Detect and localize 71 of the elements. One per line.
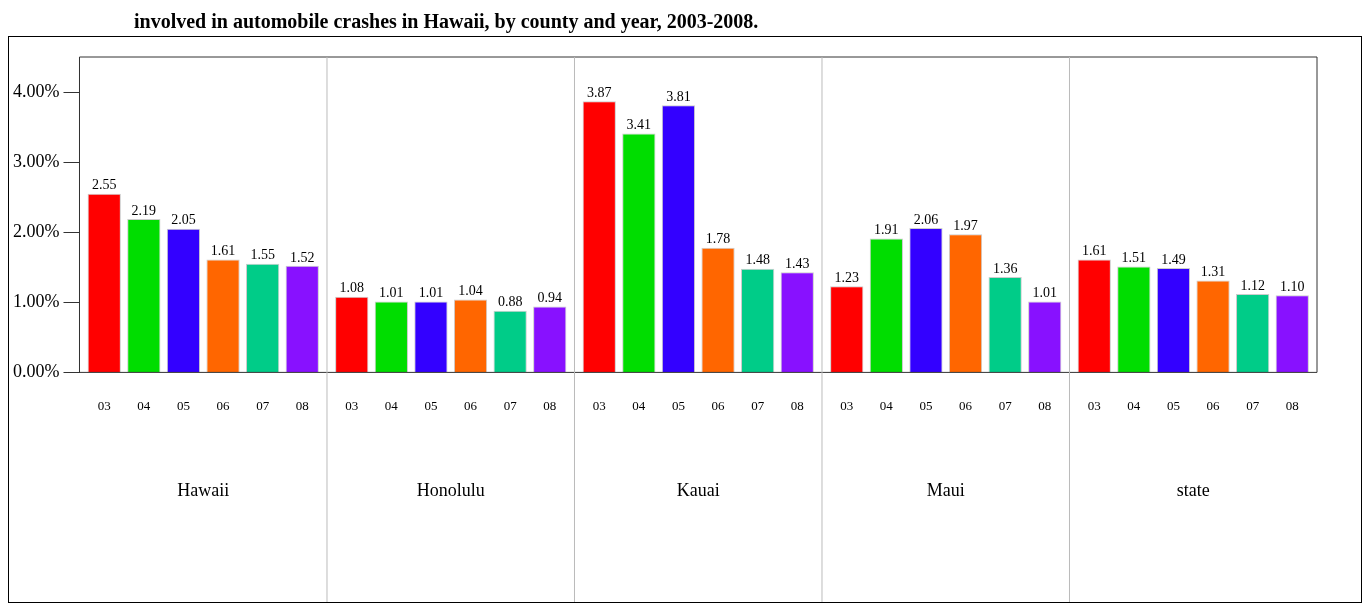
text: 03	[840, 397, 854, 413]
data-label: 1.31	[1200, 264, 1226, 280]
y-tick-label: 3.00%	[12, 150, 60, 171]
text: 05	[1166, 397, 1180, 413]
data-label: 2.55	[91, 177, 117, 193]
data-label: 2.05	[171, 212, 196, 228]
text: 04	[384, 397, 398, 413]
series-label: 06	[216, 397, 231, 413]
text: 06	[959, 397, 973, 413]
series-label: 03	[97, 397, 111, 413]
text: 05	[424, 397, 438, 413]
data-label: 2.19	[131, 202, 157, 218]
text: 04	[1127, 397, 1141, 413]
series-label: 07	[256, 397, 270, 413]
data-label: 1.01	[379, 285, 404, 301]
x-tick-label: Honolulu	[416, 479, 485, 500]
data-label: 1.01	[418, 285, 444, 301]
text: 05	[919, 397, 933, 413]
data-label: 1.43	[785, 255, 810, 271]
data-label: 1.52	[290, 249, 315, 265]
data-label: 1.01	[1032, 285, 1057, 301]
text: 08	[790, 397, 804, 413]
text: 07	[751, 397, 765, 413]
data-label: 1.23	[834, 269, 859, 285]
text: 07	[503, 397, 517, 413]
text: 03	[1087, 397, 1101, 413]
x-tick-label: state	[1176, 479, 1210, 500]
data-label: 1.91	[874, 222, 899, 238]
text: 08	[1285, 397, 1299, 413]
y-tick-label: 2.00%	[12, 220, 60, 241]
data-label: 1.36	[992, 260, 1018, 276]
text: 07	[1246, 397, 1260, 413]
data-label: 1.12	[1240, 277, 1265, 293]
text: 08	[1038, 397, 1052, 413]
text: 06	[464, 397, 478, 413]
data-label: 1.97	[953, 218, 978, 233]
text: 06	[1206, 397, 1220, 413]
data-label: 2.06	[913, 211, 939, 227]
text: 03	[592, 397, 606, 413]
series-label: 05	[176, 397, 190, 413]
data-label: 1.61	[210, 243, 236, 259]
text: 04	[632, 397, 646, 413]
data-label: 0.94	[537, 290, 562, 306]
data-label: 1.04	[458, 283, 483, 299]
y-tick-label: 4.00%	[12, 80, 60, 101]
data-label: 1.51	[1121, 250, 1147, 266]
text: 04	[879, 397, 893, 413]
series-label: 08	[295, 397, 309, 413]
data-label: 3.41	[626, 117, 652, 133]
text: 03	[345, 397, 359, 413]
data-label: 3.87	[587, 84, 612, 100]
data-label: 1.61	[1082, 243, 1107, 259]
data-label: 1.10	[1280, 278, 1305, 294]
text: 06	[711, 397, 725, 413]
data-label: 1.49	[1161, 251, 1186, 267]
x-tick-label: Maui	[926, 479, 965, 500]
data-label: 1.08	[339, 280, 364, 296]
y-tick-label: 1.00%	[12, 291, 60, 312]
data-label: 1.78	[705, 231, 731, 247]
chart-title: involved in automobile crashes in Hawaii, by county and year, 2003-2008.	[133, 9, 760, 35]
x-tick-label: Hawaii	[177, 479, 230, 500]
x-tick-label: Kauai	[676, 479, 720, 500]
text: 05	[671, 397, 685, 413]
y-tick-label: 0.00%	[12, 361, 60, 382]
text: 08	[543, 397, 557, 413]
data-label: 1.55	[250, 247, 275, 263]
data-label: 0.88	[497, 294, 523, 310]
data-label: 3.81	[666, 89, 691, 105]
text: 07	[998, 397, 1012, 413]
data-label: 1.48	[745, 252, 770, 268]
series-label: 04	[137, 397, 151, 413]
